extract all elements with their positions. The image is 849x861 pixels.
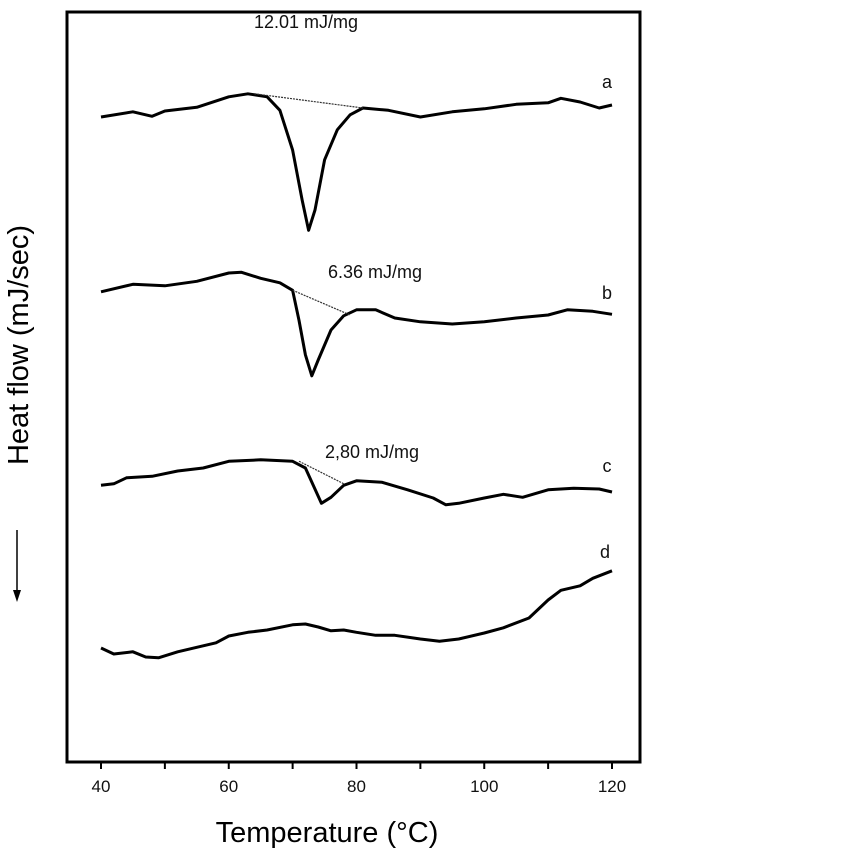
curve-b [100, 270, 613, 378]
series-c: 2,80 mJ/mg c [100, 442, 613, 507]
curve-c [100, 458, 613, 507]
x-tick-label: 80 [347, 777, 366, 796]
x-tick-label: 100 [470, 777, 498, 796]
enthalpy-annotation: 2,80 mJ/mg [325, 442, 419, 462]
curves: 12.01 mJ/mg a 6.36 mJ/mg b 2,80 mJ/mg c d [100, 12, 613, 660]
baseline-b [292, 289, 351, 316]
curve-a [100, 92, 613, 232]
x-tick-label: 40 [92, 777, 111, 796]
y-axis-arrow-icon [13, 530, 21, 602]
plot-frame [65, 10, 642, 764]
series-label: a [602, 72, 613, 92]
series-b: 6.36 mJ/mg b [100, 262, 613, 378]
y-axis-label: Heat flow (mJ/sec) [3, 225, 35, 465]
enthalpy-annotation: 6.36 mJ/mg [328, 262, 422, 282]
x-axis-label: Temperature (°C) [216, 817, 439, 849]
curve-d [100, 569, 613, 660]
series-label: d [600, 542, 610, 562]
series-label: c [603, 456, 612, 476]
x-axis-ticks: 40 60 80 100 120 [92, 762, 626, 796]
series-label: b [602, 283, 612, 303]
x-tick-label: 60 [219, 777, 238, 796]
enthalpy-annotation: 12.01 mJ/mg [254, 12, 358, 32]
x-tick-label: 120 [598, 777, 626, 796]
series-a: 12.01 mJ/mg a [100, 12, 613, 232]
baseline-c [298, 460, 344, 485]
series-d: d [100, 542, 613, 660]
baseline-a [254, 93, 363, 109]
